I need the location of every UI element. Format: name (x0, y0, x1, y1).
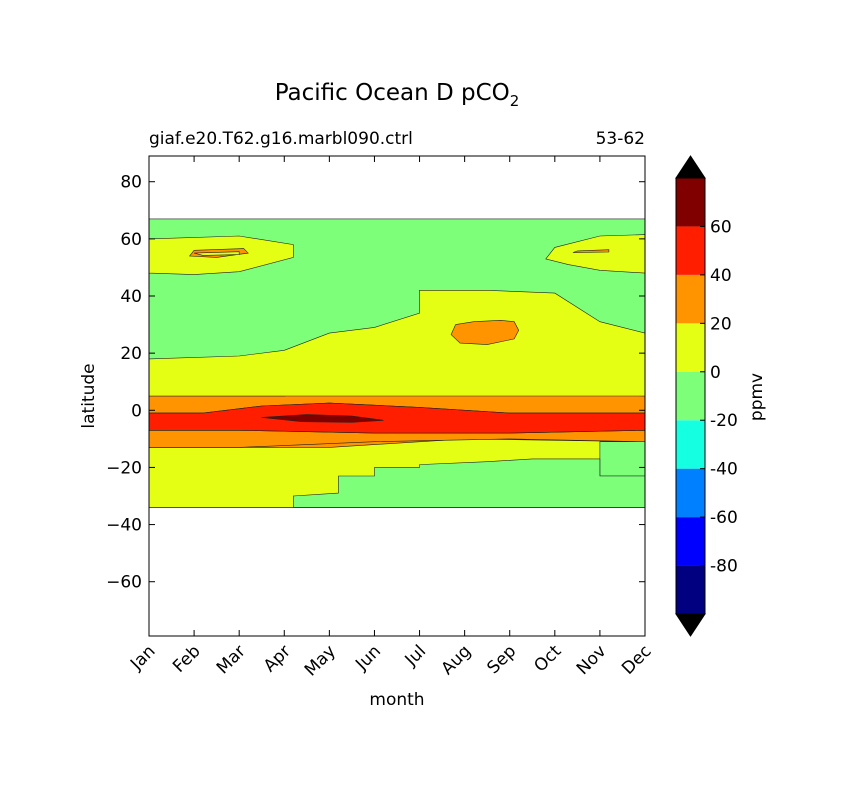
colorbar-frame (675, 177, 706, 615)
colorbar-label: ppmv (747, 373, 767, 421)
contour-features (149, 234, 645, 508)
colorbar-tick-label: 40 (710, 266, 732, 286)
colorbar-tick-label: -40 (710, 460, 738, 480)
y-tick-label: 40 (120, 287, 142, 307)
subtitle-right: 53-62 (596, 129, 645, 149)
colorbar-segment (676, 468, 705, 518)
y-tick-label: 80 (120, 173, 142, 193)
colorbar-tick-label: -20 (710, 411, 738, 431)
y-tick-label: −20 (106, 458, 142, 478)
colorbar-tick-label: -60 (710, 508, 738, 528)
y-axis-label: latitude (79, 363, 99, 428)
colorbar-segment (676, 178, 705, 227)
colorbar-segment (676, 371, 705, 421)
chart-title: Pacific Ocean D pCO2 (275, 80, 520, 110)
colorbar-segment (676, 274, 705, 324)
y-tick-label: −40 (106, 516, 142, 536)
contour-tropical-yellow (149, 289, 645, 397)
contour-north-yellow-inner (194, 251, 240, 256)
plot-frame (148, 155, 646, 637)
colorbar-tick-label: 0 (710, 363, 721, 383)
y-axis-ticks: 80 60 40 20 0 −20 −40 −60 (106, 173, 645, 593)
contour-subtropical-orange (450, 319, 520, 345)
y-tick-label: 60 (120, 230, 142, 250)
colorbar-segment (676, 517, 705, 566)
y-tick-label: 20 (120, 344, 142, 364)
y-tick-label: −60 (106, 573, 142, 593)
colorbar-segment (676, 565, 705, 614)
contour-north-east (545, 234, 645, 274)
colorbar-segment (676, 420, 705, 469)
colorbar-segment (676, 226, 705, 275)
colorbar-tick-label: 20 (710, 314, 732, 334)
contour-north-east-orange (572, 249, 610, 253)
contour-south-green (292, 458, 645, 508)
subtitle-left: giaf.e20.T62.g16.marbl090.ctrl (149, 129, 413, 149)
colorbar: 60 40 20 0 -20 -40 -60 -80 (675, 155, 738, 637)
contour-equatorial-red (149, 402, 645, 434)
colorbar-tick-label: 60 (710, 217, 732, 237)
colorbar-tick-label: -80 (710, 557, 738, 577)
y-tick-label: 0 (131, 401, 142, 421)
colorbar-segment (676, 323, 705, 372)
x-axis-label: month (369, 690, 424, 710)
contour-equatorial-core (261, 414, 384, 423)
